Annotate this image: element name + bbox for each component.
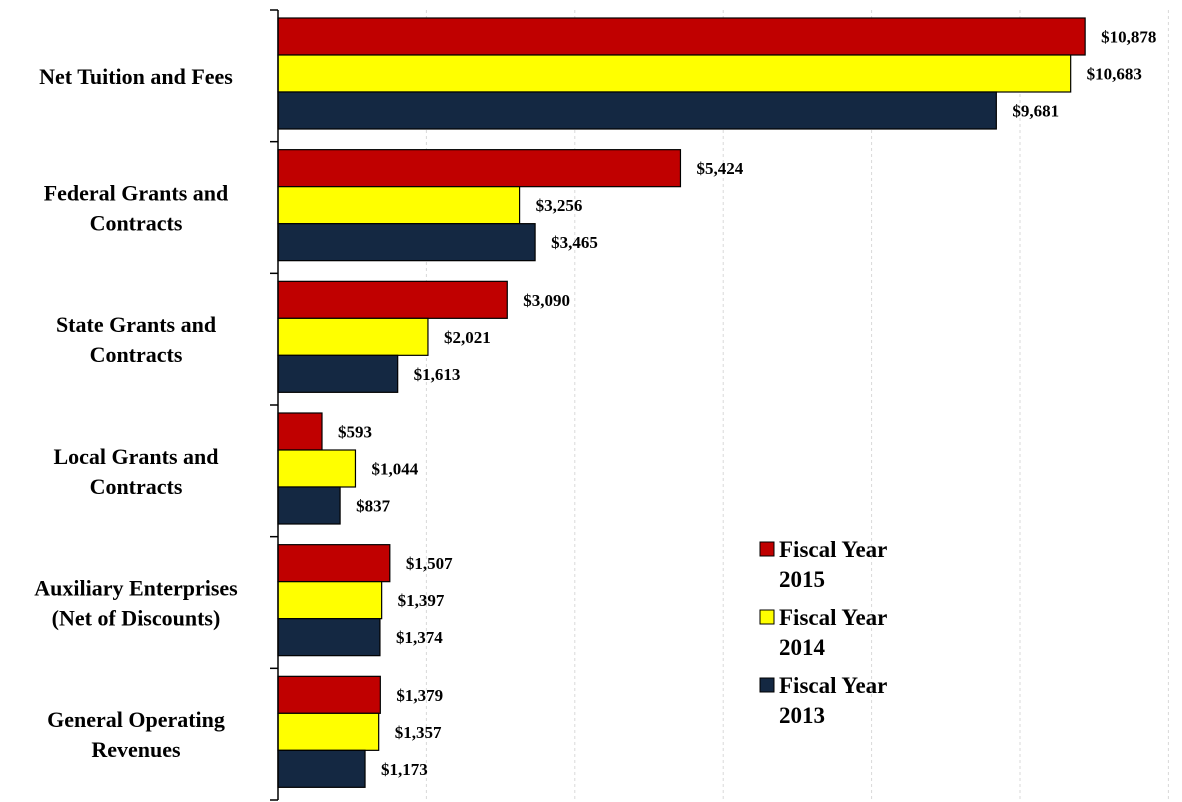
category-label-line: Contracts	[90, 474, 183, 499]
bar-fiscal-year-2013-federal-grants-and-contracts	[277, 223, 536, 262]
category-label-line: State Grants and	[56, 312, 216, 337]
category-axis	[270, 9, 279, 801]
bar-fiscal-year-2013-auxiliary-enterprises-net-of-discounts	[277, 618, 381, 657]
legend-label-line: 2015	[779, 567, 825, 592]
value-label: $10,683	[1087, 65, 1142, 84]
category-labels: Net Tuition and Fees Federal Grants and Co…	[34, 64, 238, 762]
category-label-line: (Net of Discounts)	[52, 606, 221, 631]
value-label: $593	[338, 423, 372, 442]
value-label: $10,878	[1101, 28, 1156, 47]
bar-fiscal-year-2015-federal-grants-and-contracts	[277, 149, 682, 188]
category-label: State Grants and Contracts	[56, 312, 216, 367]
category-label: Local Grants and Contracts	[53, 444, 218, 499]
legend-swatch-fiscal-year-2013	[759, 677, 775, 693]
bar-fiscal-year-2015-state-grants-and-contracts	[277, 280, 508, 319]
value-label: $3,465	[551, 233, 598, 252]
category-label: Auxiliary Enterprises (Net of Discounts)	[34, 576, 238, 631]
bar-fiscal-year-2014-state-grants-and-contracts	[277, 317, 429, 356]
bar-fiscal-year-2015-local-grants-and-contracts	[277, 412, 323, 451]
legend-label-line: 2014	[779, 635, 826, 660]
bar-series	[277, 17, 1086, 788]
legend-label: Fiscal Year 2014	[779, 605, 887, 660]
bar-fiscal-year-2013-net-tuition-and-fees	[277, 91, 997, 130]
bar-fiscal-year-2015-general-operating-revenues	[277, 675, 381, 714]
legend-label: Fiscal Year 2015	[779, 537, 887, 592]
value-label: $3,090	[523, 291, 570, 310]
legend-label: Fiscal Year 2013	[779, 673, 887, 728]
legend-label-line: Fiscal Year	[779, 605, 887, 630]
value-labels: $10,878 $10,683 $9,681 $5,424 $3,256 $3,465 $3…	[338, 28, 1156, 779]
legend-label-line: Fiscal Year	[779, 673, 887, 698]
bar-fiscal-year-2013-general-operating-revenues	[277, 749, 366, 788]
value-label: $1,379	[396, 686, 443, 705]
bar-fiscal-year-2014-net-tuition-and-fees	[277, 54, 1072, 93]
category-label-line: Revenues	[91, 737, 181, 762]
bar-fiscal-year-2015-auxiliary-enterprises-net-of-discounts	[277, 544, 391, 583]
legend-label-line: 2013	[779, 703, 825, 728]
category-label-line: General Operating	[47, 707, 225, 732]
bar-fiscal-year-2014-auxiliary-enterprises-net-of-discounts	[277, 581, 383, 620]
category-label-line: Net Tuition and Fees	[39, 64, 233, 89]
legend-label-line: Fiscal Year	[779, 537, 887, 562]
category-label-line: Contracts	[90, 342, 183, 367]
bar-fiscal-year-2014-local-grants-and-contracts	[277, 449, 357, 488]
category-label-line: Auxiliary Enterprises	[34, 576, 238, 601]
value-label: $1,374	[396, 628, 443, 647]
value-label: $3,256	[536, 196, 583, 215]
bar-fiscal-year-2015-net-tuition-and-fees	[277, 17, 1086, 56]
category-label: Federal Grants and Contracts	[44, 181, 229, 236]
value-label: $1,613	[414, 365, 461, 384]
value-label: $1,044	[371, 460, 418, 479]
value-label: $2,021	[444, 328, 491, 347]
category-label: Net Tuition and Fees	[39, 64, 233, 89]
bar-fiscal-year-2014-general-operating-revenues	[277, 712, 380, 751]
value-label: $5,424	[696, 159, 743, 178]
value-label: $837	[356, 497, 391, 516]
bar-fiscal-year-2013-local-grants-and-contracts	[277, 486, 341, 525]
value-label: $1,173	[381, 760, 428, 779]
value-label: $1,397	[398, 591, 445, 610]
category-label-line: Local Grants and	[53, 444, 218, 469]
bar-fiscal-year-2014-federal-grants-and-contracts	[277, 186, 521, 225]
value-label: $9,681	[1012, 102, 1059, 121]
legend-swatch-fiscal-year-2015	[759, 541, 775, 557]
category-label-line: Contracts	[90, 211, 183, 236]
category-label: General Operating Revenues	[47, 707, 225, 762]
bar-fiscal-year-2013-state-grants-and-contracts	[277, 354, 399, 393]
legend-swatch-fiscal-year-2014	[759, 609, 775, 625]
value-label: $1,507	[406, 554, 453, 573]
category-label-line: Federal Grants and	[44, 181, 229, 206]
value-label: $1,357	[395, 723, 442, 742]
